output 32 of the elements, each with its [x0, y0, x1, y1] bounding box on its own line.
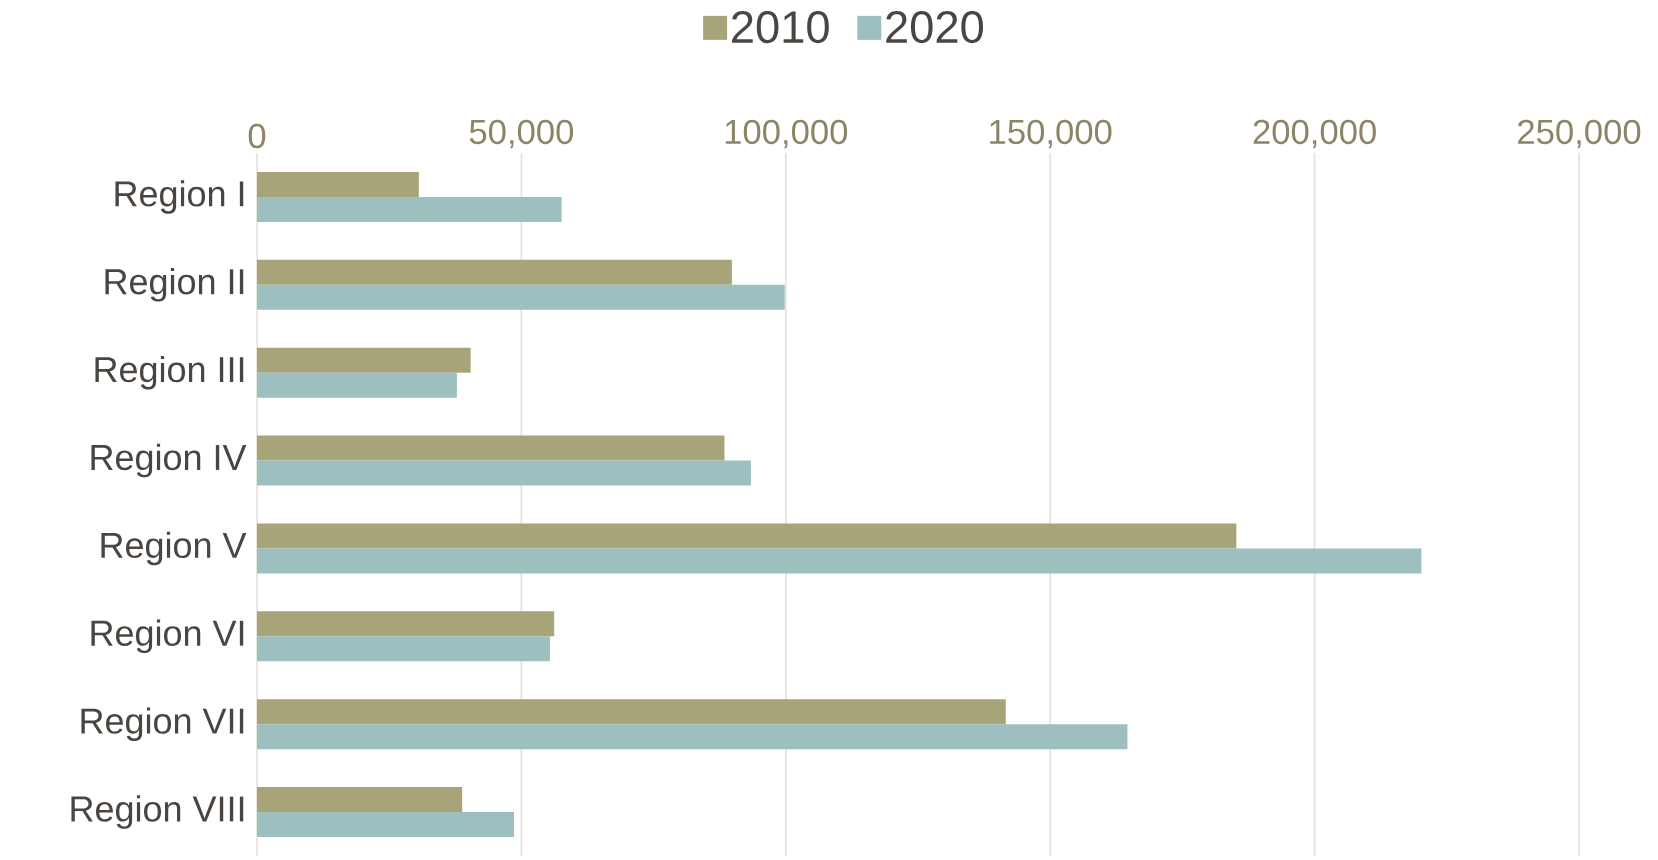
bar — [257, 548, 1422, 574]
bar — [257, 523, 1237, 549]
bar — [257, 372, 457, 398]
bar — [257, 347, 471, 373]
y-tick-label: Region V — [101, 531, 247, 566]
bar — [257, 724, 1128, 750]
y-tick-label: Region IV — [91, 443, 247, 478]
bar — [257, 259, 732, 285]
x-tick-label: 150,000 — [990, 119, 1112, 149]
bar — [257, 699, 1006, 725]
bar — [257, 435, 725, 461]
y-tick-label: Region III — [95, 355, 244, 390]
x-tick-label: 50,000 — [469, 119, 574, 149]
bar — [257, 611, 555, 637]
x-tick-label: 0 — [248, 123, 266, 149]
bar — [257, 636, 550, 662]
bar — [257, 460, 751, 486]
x-tick-label: 250,000 — [1518, 119, 1641, 149]
bar — [257, 787, 463, 813]
y-tick-label: Region II — [105, 268, 244, 302]
bar — [257, 284, 785, 310]
y-tick-label: Region VIII — [71, 795, 244, 829]
legend-label: 2020 — [886, 11, 984, 44]
x-tick-label: 200,000 — [1253, 119, 1376, 149]
y-tick-label: Region VI — [91, 619, 244, 654]
x-tick-label: 100,000 — [725, 119, 848, 149]
legend-label: 2010 — [732, 11, 829, 44]
bar — [257, 196, 562, 222]
y-tick-label: Region VII — [81, 707, 244, 741]
y-tick-label: Region I — [115, 180, 244, 214]
bar — [257, 812, 514, 838]
bar — [257, 171, 419, 197]
